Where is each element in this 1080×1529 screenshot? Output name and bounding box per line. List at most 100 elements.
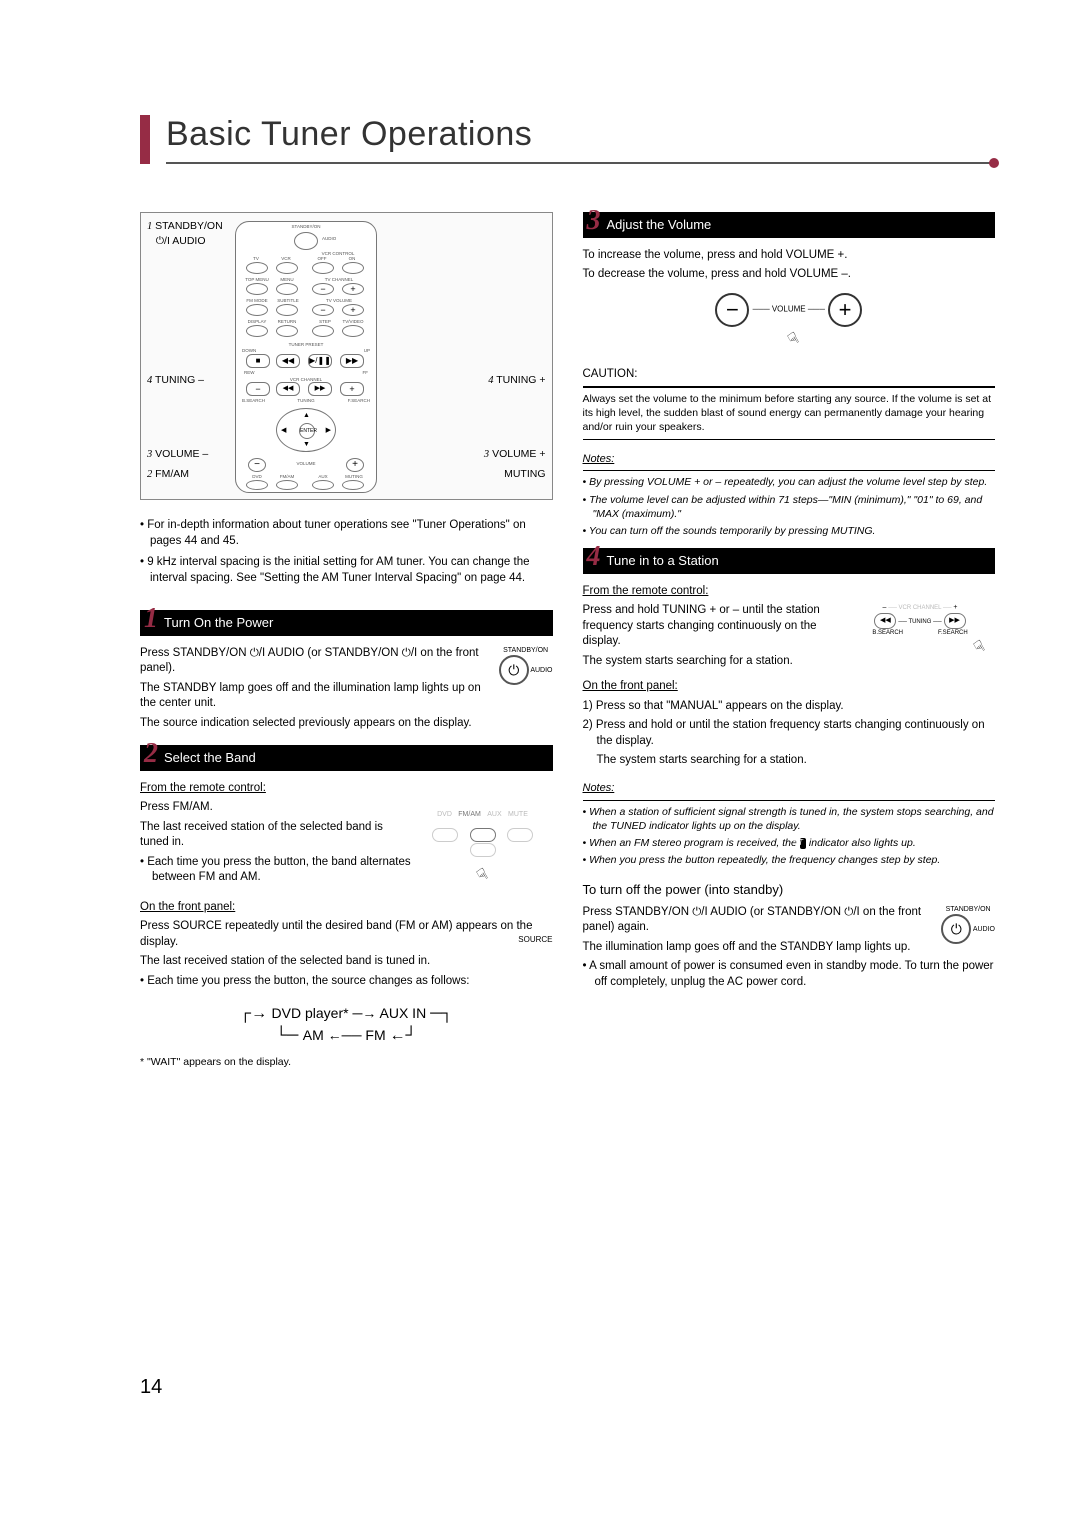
tiny: REW — [244, 370, 255, 376]
tune-btn: ◀◀ — [874, 613, 896, 629]
oval-btn — [432, 828, 458, 842]
power-icon: ⏻ — [941, 914, 971, 944]
step-title: Adjust the Volume — [607, 217, 712, 232]
lbl: MUTE — [508, 811, 528, 818]
p: • A small amount of power is consumed ev… — [583, 959, 996, 990]
rule — [583, 439, 996, 440]
p: The source indication selected previousl… — [140, 716, 553, 732]
lbl: F.SEARCH — [938, 630, 968, 636]
cycle-item: AM — [303, 1027, 324, 1043]
cycle-item: DVD player* — [272, 1005, 349, 1021]
vol-minus-icon: − — [715, 293, 749, 327]
t: Press STANDBY/ON — [583, 906, 693, 918]
btn — [246, 304, 268, 316]
title-block: Basic Tuner Operations — [140, 115, 995, 164]
title-rule — [166, 162, 995, 164]
step-index: 4 — [147, 375, 152, 386]
btn: ▶▶ — [340, 354, 364, 368]
tiny: VOLUME — [272, 461, 340, 467]
fmam-oval-diagram: DVD FM/AM AUX MUTE ☟ — [413, 800, 553, 886]
t: AUDIO (or STANDBY/ON — [265, 647, 402, 659]
step-index: 2 — [147, 469, 152, 480]
power-icon-callout: STANDBY/ON ⏻ AUDIO — [499, 646, 553, 685]
btn: + — [342, 283, 364, 295]
btn: ◀◀ — [276, 382, 300, 396]
lbl: – — [882, 604, 886, 611]
note: • 9 kHz interval spacing is the initial … — [140, 555, 553, 586]
btn — [342, 325, 364, 337]
btn — [312, 480, 334, 490]
lbl: VOLUME — [772, 304, 806, 313]
p: The STANDBY lamp goes off and the illumi… — [140, 681, 553, 712]
p: To decrease the volume, press and hold V… — [583, 267, 996, 283]
oval-btn — [470, 828, 496, 842]
p: Press STANDBY/ON ⏻/I AUDIO (or STANDBY/O… — [140, 646, 553, 677]
icon-label: STANDBY/ON — [941, 905, 995, 914]
turnoff-heading: To turn off the power (into standby) — [583, 881, 996, 899]
title-dot-icon — [989, 158, 999, 168]
label-fmam: FM/AM — [155, 468, 189, 480]
n: • When a station of sufficient signal st… — [583, 805, 996, 833]
notes-label: Notes: — [583, 781, 996, 796]
p: To increase the volume, press and hold V… — [583, 248, 996, 264]
oval-btn — [507, 828, 533, 842]
step-num: 2 — [144, 735, 158, 773]
btn-vol-plus: + — [346, 458, 364, 472]
volume-diagram: − ─── VOLUME ─── + ☟ — [583, 293, 996, 353]
dpad: ENTER ▲ ▼ ◀ ▶ — [276, 408, 336, 452]
sub: From the remote control: — [140, 781, 553, 797]
tiny: F.SEARCH — [348, 398, 370, 404]
btn — [276, 304, 298, 316]
lbl: DVD — [437, 811, 452, 818]
step2-header: 2 Select the Band — [140, 745, 553, 771]
n: • By pressing VOLUME + or – repeatedly, … — [583, 475, 996, 489]
p: Press SOURCE repeatedly until the desire… — [140, 919, 553, 950]
lbl: AUX — [487, 811, 501, 818]
step3-header: 3 Adjust the Volume — [583, 212, 996, 238]
step4-header: 4 Tune in to a Station — [583, 548, 996, 574]
t: indicator also lights up. — [809, 837, 916, 849]
page-number: 14 — [140, 1376, 162, 1399]
p: • Each time you press the button, the so… — [140, 974, 553, 990]
oval-btn — [470, 843, 496, 857]
page-title: Basic Tuner Operations — [166, 115, 995, 154]
step-num: 3 — [587, 202, 601, 240]
label-audio: AUDIO — [172, 235, 205, 247]
intro-notes: • For in-depth information about tuner o… — [140, 518, 553, 586]
step-num: 1 — [144, 600, 158, 638]
right-column: 3 Adjust the Volume To increase the volu… — [583, 212, 996, 1073]
n: • When an FM stereo program is received,… — [583, 836, 996, 850]
label-tuning-plus: TUNING + — [496, 374, 545, 386]
rule — [583, 470, 996, 471]
note: • For in-depth information about tuner o… — [140, 518, 553, 549]
btn — [276, 325, 298, 337]
caution-text: Always set the volume to the minimum bef… — [583, 392, 996, 435]
hand-icon: ☟ — [784, 328, 803, 352]
sub: On the front panel: — [583, 679, 996, 695]
tiny: UP — [364, 348, 370, 354]
sub: On the front panel: — [140, 900, 553, 916]
sub: From the remote control: — [583, 584, 996, 600]
source-label: SOURCE — [518, 935, 552, 946]
lbl: TUNING — [908, 618, 931, 624]
btn — [246, 325, 268, 337]
step1-body: STANDBY/ON ⏻ AUDIO Press STANDBY/ON ⏻/I … — [140, 646, 553, 736]
p: 2) Press and hold or until the station f… — [583, 718, 996, 749]
icon-label: AUDIO — [530, 667, 552, 674]
btn: − — [246, 382, 270, 396]
btn — [276, 283, 298, 295]
tiny-standby: STANDBY/ON — [236, 224, 376, 230]
label-standby: STANDBY/ON — [155, 220, 222, 232]
hand-icon: ☟ — [971, 636, 990, 660]
n: • You can turn off the sounds temporaril… — [583, 524, 996, 538]
tuning-diagram: – ── VCR CHANNEL ── + ◀◀ ── TUNING ── ▶▶… — [845, 603, 995, 673]
footnote: * "WAIT" appears on the display. — [140, 1055, 553, 1069]
remote-body: STANDBY/ON AUDIO TV VCR VCR CONTROL OFF … — [235, 221, 377, 493]
btn — [342, 262, 364, 274]
n: • When you press the button repeatedly, … — [583, 853, 996, 867]
lbl: + — [953, 604, 957, 611]
step-index: 3 — [484, 449, 489, 460]
p: The illumination lamp goes off and the S… — [583, 940, 996, 956]
rule — [583, 800, 996, 801]
notes: • When a station of sufficient signal st… — [583, 805, 996, 868]
